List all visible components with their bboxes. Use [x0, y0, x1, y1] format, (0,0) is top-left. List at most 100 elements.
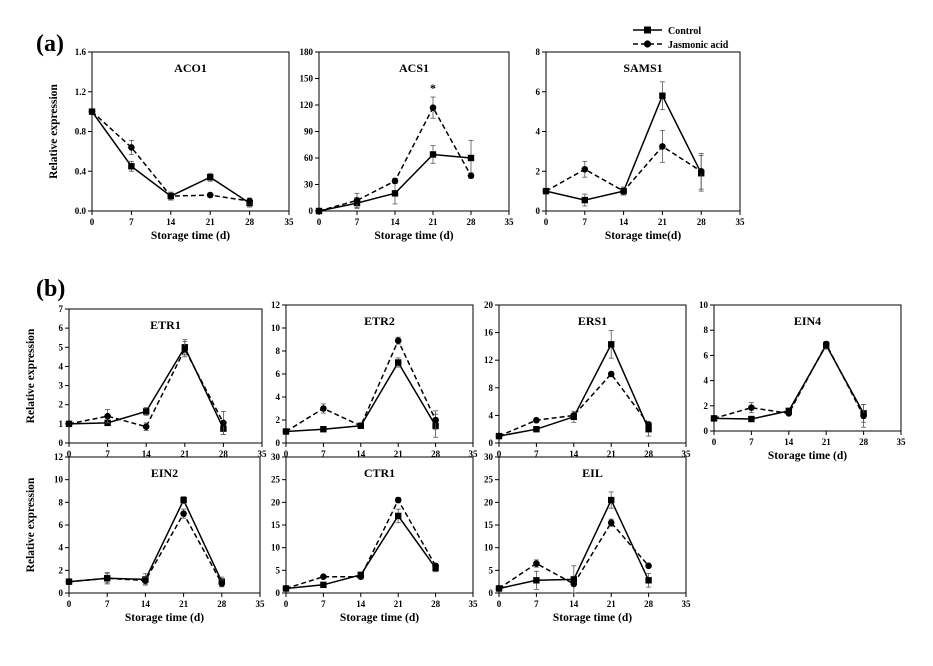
data-point-jasmonic [103, 574, 111, 582]
series-line-jasmonic [68, 347, 225, 428]
x-tick-label: 0 [67, 449, 72, 459]
data-point-jasmonic [495, 585, 503, 592]
data-point-jasmonic [785, 410, 793, 417]
y-tick-label: 1.2 [75, 87, 87, 97]
y-tick-label: 4 [59, 361, 64, 371]
data-point-control [608, 341, 615, 348]
x-tick-label: 14 [619, 217, 629, 227]
series-line-jasmonic [285, 338, 437, 433]
data-point-control [395, 512, 402, 520]
chart-ers1: 0 7 14 21 28 35 0 4 8 12 16 20 ERS1 [484, 300, 691, 459]
data-point-control [391, 190, 399, 197]
data-point-jasmonic [65, 420, 73, 428]
y-tick-label: 15 [484, 520, 494, 530]
x-tick-label: 7 [321, 599, 326, 609]
x-tick-label: 28 [245, 217, 255, 227]
y-tick-label: 3 [59, 381, 64, 391]
data-point-jasmonic [570, 580, 578, 588]
series-line-jasmonic [545, 145, 702, 193]
chart-sams1: 0 7 14 21 28 35 0 2 4 6 8 SAMS1 Storage time(d) [536, 47, 746, 242]
x-axis-title: Storage time (d) [340, 612, 419, 624]
data-point-jasmonic [467, 172, 475, 179]
plot-frame [498, 304, 687, 444]
y-tick-label: 7 [59, 304, 64, 314]
data-point-jasmonic [607, 519, 615, 527]
data-point-jasmonic [645, 562, 652, 570]
data-point-jasmonic [320, 573, 327, 580]
series-line-jasmonic [713, 342, 865, 420]
y-tick-label: 0 [309, 206, 314, 216]
significance-marker: * [430, 81, 436, 95]
x-tick-label: 28 [217, 599, 227, 609]
data-point-jasmonic [710, 415, 718, 422]
y-tick-label: 5 [489, 565, 494, 575]
x-tick-label: 7 [105, 599, 110, 609]
x-tick-label: 21 [607, 449, 617, 459]
y-tick-label: 2 [704, 401, 709, 411]
x-tick-label: 28 [644, 449, 654, 459]
x-tick-label: 35 [736, 217, 746, 227]
x-tick-label: 0 [284, 599, 289, 609]
legend-jasmonic-marker [643, 40, 652, 48]
y-tick-label: 6 [536, 87, 541, 97]
y-tick-label: 0 [276, 588, 281, 598]
y-tick-label: 20 [484, 300, 494, 310]
x-axis-title: Storage time (d) [553, 612, 632, 624]
series-line-control [91, 111, 251, 204]
x-tick-label: 21 [658, 217, 668, 227]
data-point-jasmonic [620, 187, 627, 195]
x-tick-label: 21 [822, 437, 832, 447]
y-tick-label: 16 [484, 328, 494, 338]
data-point-jasmonic [860, 412, 867, 420]
y-axis-title: Relative expression [48, 84, 60, 179]
chart-ein4: 0 7 14 21 28 35 0 2 4 6 8 10 EIN4 Storage time (d) [699, 300, 906, 462]
y-tick-label: 20 [484, 497, 494, 507]
x-tick-label: 7 [534, 449, 539, 459]
x-tick-label: 28 [431, 599, 441, 609]
data-point-control [659, 92, 666, 99]
data-point-jasmonic [167, 192, 175, 200]
data-point-jasmonic [104, 412, 111, 420]
x-tick-label: 0 [317, 217, 322, 227]
data-point-control [207, 174, 214, 181]
data-point-control [395, 359, 402, 366]
data-point-jasmonic [822, 340, 830, 348]
data-point-jasmonic [697, 167, 705, 175]
data-point-jasmonic [206, 191, 214, 199]
x-tick-label: 28 [697, 217, 707, 227]
data-point-jasmonic [542, 187, 550, 195]
x-tick-label: 35 [285, 217, 295, 227]
y-tick-label: 10 [699, 300, 709, 310]
chart-title: ACO1 [174, 61, 207, 75]
series-line-control [68, 345, 225, 429]
legend: Control Jasmonic acid [633, 26, 729, 51]
x-tick-label: 28 [219, 449, 229, 459]
x-tick-label: 14 [569, 449, 579, 459]
data-point-jasmonic [394, 496, 402, 504]
x-tick-label: 35 [469, 449, 479, 459]
plot-frame [545, 51, 741, 212]
y-tick-label: 0 [276, 438, 281, 448]
plot-frame [68, 308, 263, 444]
legend-jasmonic-label: Jasmonic acid [668, 40, 729, 51]
y-tick-label: 0 [536, 206, 541, 216]
chart-title: EIN2 [151, 466, 178, 480]
chart-title: ACS1 [399, 61, 429, 75]
panel-b-label: (b) [36, 276, 65, 302]
data-point-jasmonic [570, 412, 578, 419]
x-tick-label: 28 [467, 217, 477, 227]
y-tick-label: 120 [300, 100, 314, 110]
chart-etr2: 0 7 14 21 28 35 0 2 4 6 8 10 12 ETR2 [271, 300, 478, 459]
data-point-jasmonic [315, 207, 323, 215]
x-tick-label: 14 [356, 599, 366, 609]
x-axis-title: Storage time (d) [125, 612, 204, 624]
y-tick-label: 30 [271, 452, 281, 462]
y-tick-label: 15 [271, 520, 281, 530]
data-point-jasmonic [533, 560, 540, 567]
x-axis-title: Storage time (d) [768, 450, 847, 462]
chart-eil: 0 7 14 21 28 35 0 5 10 15 20 25 30 EIL Storage time (d… [484, 452, 691, 624]
x-tick-label: 35 [682, 449, 692, 459]
data-point-jasmonic [432, 416, 439, 424]
x-tick-label: 21 [429, 217, 439, 227]
x-tick-label: 7 [534, 599, 539, 609]
